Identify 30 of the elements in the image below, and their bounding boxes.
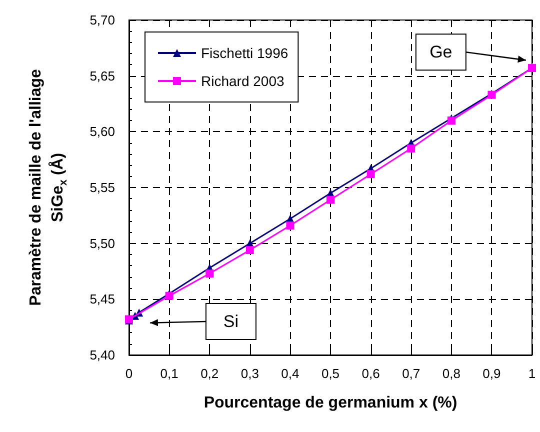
y-tick-label: 5,65 — [90, 68, 115, 84]
annotation: Si — [223, 312, 239, 331]
point — [206, 269, 214, 278]
x-tick-label: 0,9 — [482, 366, 501, 381]
y-tick-label: 5,70 — [90, 12, 115, 28]
x-tick-label: 0 — [125, 366, 133, 381]
point — [286, 221, 294, 230]
point — [366, 170, 375, 178]
point — [326, 196, 334, 204]
x-tick-label: 0,7 — [402, 366, 420, 381]
y-tick-label: 5,40 — [90, 348, 115, 362]
x-tick-label: 0,4 — [281, 366, 300, 381]
x-tick-label: 0,6 — [362, 366, 380, 381]
y-tick-label: 5,55 — [90, 180, 115, 195]
x-tick-label: 0,8 — [442, 366, 460, 381]
y-tick-label: 5,50 — [90, 236, 115, 251]
x-tick-label: 0,2 — [200, 366, 219, 381]
annotation: Ge — [430, 42, 452, 62]
x-tick-label: 0,1 — [160, 366, 178, 381]
x-tick-label: 0,5 — [321, 366, 340, 381]
y-tick-label: 5,60 — [90, 124, 115, 140]
point — [447, 116, 456, 124]
point — [407, 144, 416, 152]
x-tick-label: 0,3 — [240, 366, 259, 381]
x-tick-label: 1 — [528, 366, 536, 381]
x-axis-title: Pourcentage de germanium x (%) — [204, 394, 458, 412]
legend-label: Richard 2003 — [201, 73, 284, 89]
point — [246, 246, 254, 254]
y-tick-label: 5,45 — [90, 292, 115, 307]
legend-label: Fischetti 1996 — [201, 45, 288, 61]
